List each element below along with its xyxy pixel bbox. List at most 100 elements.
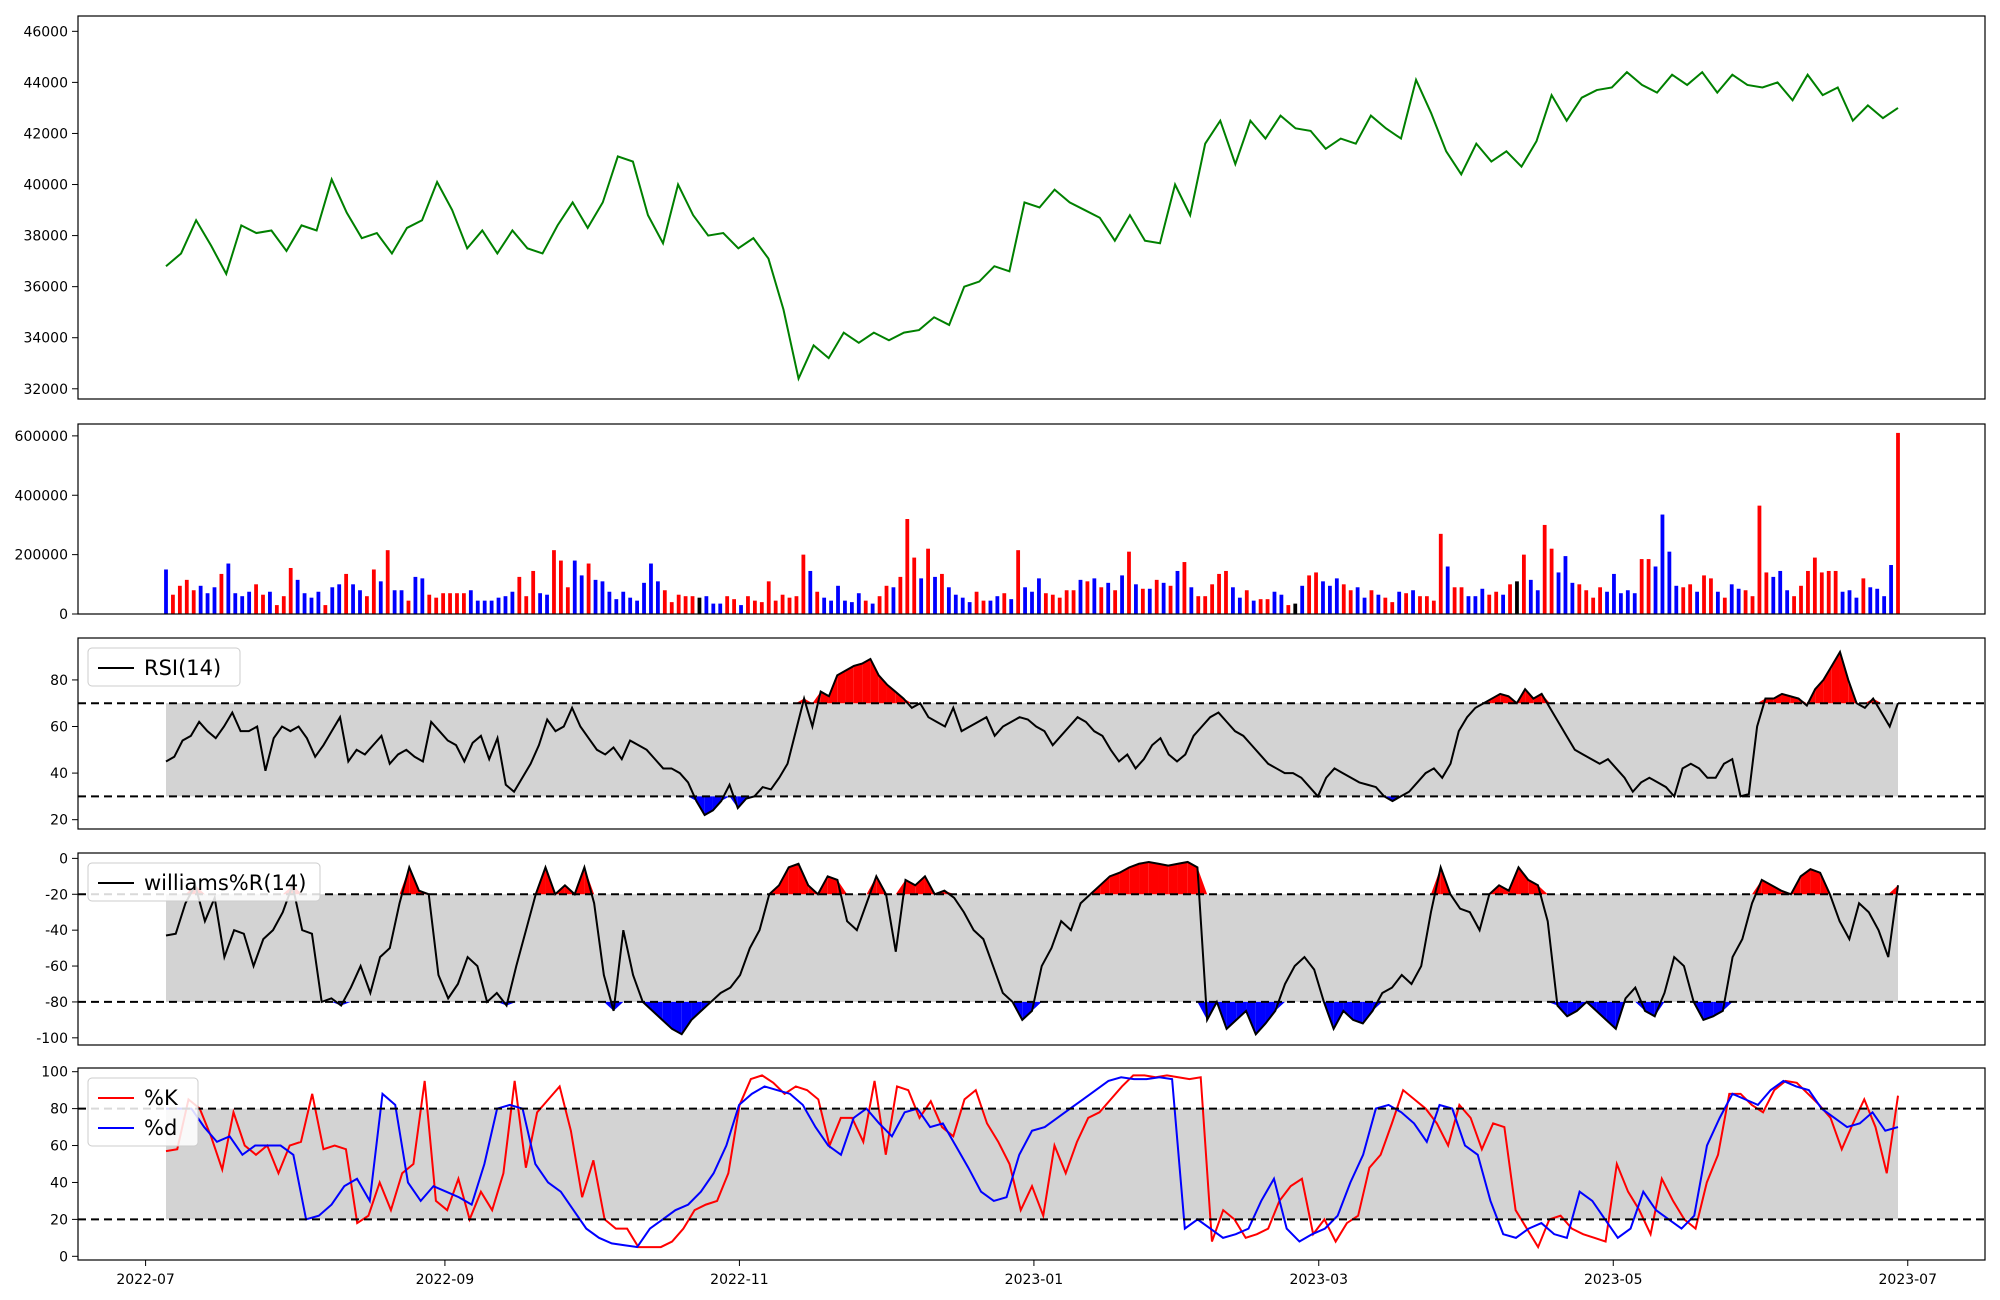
volume-bar <box>1806 570 1810 614</box>
series-line <box>165 649 1899 817</box>
y-tick-label: 200000 <box>15 548 68 564</box>
volume-bar <box>385 550 390 614</box>
volume-bar <box>226 563 231 614</box>
overbought-fill <box>1491 693 1501 704</box>
volume-bar <box>1480 588 1485 614</box>
volume-bar <box>600 581 605 614</box>
volume-bar <box>870 603 875 614</box>
volume-bar <box>177 585 182 614</box>
volume-bar <box>1272 591 1277 614</box>
volume-bar <box>1736 588 1741 614</box>
volume-bar <box>912 557 917 614</box>
volume-bar <box>649 563 653 614</box>
y-tick-label: 60 <box>50 1139 68 1155</box>
volume-bar <box>1861 578 1866 614</box>
volume-bar <box>1778 570 1783 614</box>
volume-bar <box>1293 603 1298 614</box>
rsi-panel: 20 40 60 80 RSI(14) <box>50 637 1986 830</box>
volume-bar <box>427 594 432 614</box>
volume-bar <box>940 573 944 614</box>
overbought-fill <box>1831 651 1840 704</box>
y-tick-label: 20 <box>50 813 68 829</box>
overbought-fill <box>1839 651 1849 704</box>
volume-bar <box>1390 602 1395 614</box>
oversold-fill <box>1654 1001 1665 1017</box>
volume-bar <box>434 597 439 614</box>
volume-bar <box>1764 572 1769 614</box>
volume-bar <box>974 591 979 614</box>
volume-bar <box>787 597 792 614</box>
volume-bar <box>1286 605 1291 614</box>
volume-bar <box>503 596 508 614</box>
volume-bar <box>1605 591 1609 614</box>
volume-bar <box>1147 588 1152 614</box>
volume-bar <box>891 587 896 614</box>
volume-bar <box>247 591 252 614</box>
volume-bar <box>1057 597 1062 614</box>
volume-bar <box>1217 573 1221 614</box>
volume-bar <box>1078 579 1083 614</box>
volume-bar <box>739 605 743 614</box>
volume-bar <box>1584 590 1589 614</box>
volume-bar <box>752 600 757 614</box>
volume-bar <box>759 602 764 614</box>
volume-bar <box>836 585 840 614</box>
volume-bar <box>690 596 695 614</box>
overbought-fill <box>1100 876 1110 895</box>
volume-bar <box>1799 585 1803 614</box>
oversold-fill <box>1547 1001 1558 1006</box>
overbought-fill <box>788 863 799 895</box>
volume-bar <box>1528 579 1533 614</box>
volume-bar <box>579 575 584 614</box>
volume-bar <box>1251 600 1256 614</box>
stochastic-panel: 0 20 40 60 80 100 %K %d <box>41 1065 1986 1265</box>
volume-bar <box>524 596 529 614</box>
overbought-fill <box>870 658 879 704</box>
volume-bar <box>288 567 293 614</box>
volume-bar <box>233 593 238 614</box>
volume-bar <box>1445 566 1450 614</box>
legend-box <box>87 862 321 902</box>
volume-bar <box>780 594 785 614</box>
volume-bar <box>697 597 702 614</box>
volume-bar <box>1397 591 1402 614</box>
y-tick-label: 400000 <box>15 488 68 504</box>
y-tick-label: 60 <box>50 720 68 736</box>
volume-bar <box>1667 551 1672 614</box>
volume-bar <box>1092 578 1097 614</box>
oversold-fill <box>652 1001 663 1020</box>
threshold-band <box>166 703 1898 797</box>
volume-bar <box>468 590 473 614</box>
volume-bar <box>808 570 813 614</box>
overbought-fill <box>1528 879 1538 895</box>
volume-bar <box>205 593 210 614</box>
volume-bar <box>316 591 321 614</box>
volume-bar <box>1826 570 1831 614</box>
volume-bar <box>1161 582 1166 614</box>
oversold-fill <box>1722 1001 1733 1011</box>
volume-bar <box>586 563 591 614</box>
volume-bar <box>378 581 383 614</box>
volume-bar <box>1577 584 1582 614</box>
volume-bar <box>1002 593 1007 614</box>
volume-bar <box>849 602 854 614</box>
volume-bar <box>1120 575 1124 614</box>
overbought-fill <box>1177 861 1188 895</box>
volume-bar <box>1515 581 1519 614</box>
oversold-fill <box>1567 1001 1577 1017</box>
volume-bar <box>683 596 688 614</box>
volume-bar <box>1549 548 1554 614</box>
volume-bar <box>489 600 494 614</box>
overbought-fill <box>1815 679 1824 704</box>
overbought-fill <box>1790 696 1799 704</box>
y-tick-label: -100 <box>36 1031 68 1047</box>
volume-bar <box>1757 505 1762 614</box>
overbought-fill <box>1752 879 1762 895</box>
volume-bar <box>933 576 937 614</box>
volume-bar <box>1175 570 1180 614</box>
oversold-fill <box>1343 1001 1354 1020</box>
volume-bar <box>171 594 175 614</box>
legend-box <box>87 1077 199 1147</box>
x-tick-label: 2022-09 <box>416 1272 475 1288</box>
